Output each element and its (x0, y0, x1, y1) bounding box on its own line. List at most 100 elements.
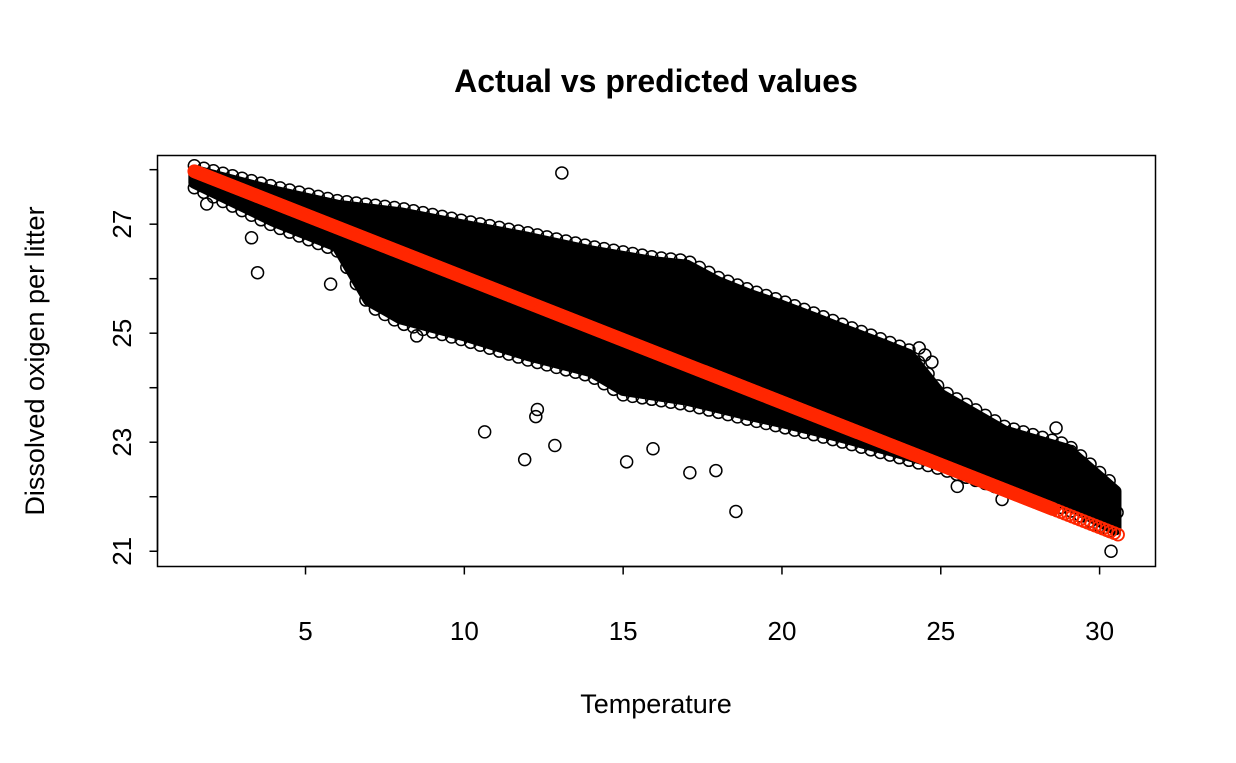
actual-point (444, 211, 459, 226)
actual-point (864, 328, 878, 342)
actual-point (548, 438, 562, 453)
actual-point (1076, 473, 1091, 488)
x-tick-label: 20 (768, 616, 797, 646)
actual-point (759, 416, 773, 431)
actual-point (1104, 544, 1118, 558)
actual-point (254, 176, 268, 190)
actual-point (349, 196, 364, 210)
actual-point (301, 187, 316, 202)
actual-point (435, 327, 449, 342)
actual-point (749, 285, 764, 299)
actual-point (282, 183, 297, 197)
actual-point (950, 479, 965, 494)
actual-point (930, 379, 945, 393)
actual-point (521, 226, 535, 240)
actual-point (511, 224, 526, 238)
actual-point (683, 465, 697, 480)
actual-point (775, 311, 789, 326)
actual-point (463, 215, 478, 229)
actual-point (250, 265, 265, 280)
x-tick-label: 15 (609, 616, 638, 646)
actual-point (425, 325, 440, 339)
actual-point (425, 207, 440, 222)
actual-point (463, 335, 478, 350)
actual-point (473, 338, 487, 353)
y-tick-label: 23 (107, 428, 137, 457)
actual-point (883, 335, 897, 350)
actual-point (330, 244, 345, 258)
actual-point (587, 240, 602, 254)
actual-point (1026, 427, 1040, 442)
actual-point (1016, 425, 1031, 439)
y-tick-label: 25 (107, 319, 137, 348)
actual-point (568, 365, 583, 380)
actual-point (530, 402, 545, 417)
actual-point (416, 205, 430, 220)
actual-point (473, 217, 487, 231)
actual-point (835, 317, 850, 331)
actual-point (559, 363, 573, 377)
plot-area (187, 159, 1125, 558)
actual-point (311, 236, 325, 251)
actual-point (664, 395, 678, 409)
actual-point (635, 391, 649, 405)
actual-point (1045, 433, 1059, 447)
actual-point (673, 253, 688, 267)
actual-point (568, 236, 583, 250)
actual-point (292, 185, 306, 199)
actual-point (740, 282, 754, 296)
actual-point (806, 427, 821, 442)
actual-point (1092, 465, 1107, 480)
actual-point (323, 277, 338, 291)
actual-point (787, 423, 802, 437)
actual-point (578, 367, 592, 382)
actual-point (397, 202, 411, 216)
actual-point (1013, 440, 1027, 455)
actual-point (409, 329, 424, 343)
x-axis-label: Temperature (580, 689, 732, 719)
actual-point (482, 218, 497, 233)
actual-point (925, 355, 939, 369)
actual-point (729, 504, 743, 519)
chart-title: Actual vs predicted values (454, 63, 858, 99)
actual-point (806, 306, 821, 320)
actual-point (997, 419, 1012, 434)
actual-point (549, 360, 564, 375)
actual-point (902, 343, 916, 357)
actual-point (854, 440, 869, 454)
actual-point (1035, 430, 1050, 445)
actual-point (721, 274, 735, 289)
actual-point (625, 389, 640, 404)
actual-point (711, 405, 726, 420)
actual-point (454, 213, 468, 227)
actual-point (616, 245, 630, 259)
actual-point (740, 412, 754, 426)
actual-point (635, 248, 649, 262)
actual-point (692, 401, 707, 415)
actual-point (733, 286, 747, 301)
actual-point (797, 425, 811, 440)
actual-point (517, 452, 532, 467)
actual-point (787, 298, 802, 313)
actual-point (311, 189, 325, 204)
actual-point (444, 330, 459, 344)
actual-point (540, 358, 554, 372)
actual-point (768, 292, 783, 306)
actual-point (502, 347, 516, 361)
actual-point (1083, 457, 1097, 471)
actual-point (616, 388, 630, 402)
actual-point (521, 353, 535, 367)
actual-point (559, 234, 573, 248)
actual-point (816, 309, 831, 324)
axes: 5 10 15 20 25 30 21 23 25 27 (107, 168, 1114, 646)
actual-point (529, 409, 543, 424)
actual-point (549, 232, 564, 246)
y-tick-label: 21 (107, 537, 137, 566)
actual-point (654, 251, 669, 265)
actual-point (282, 225, 297, 239)
actual-point (1110, 505, 1124, 520)
actual-point (321, 240, 335, 254)
actual-point (683, 398, 697, 413)
actual-point (673, 396, 688, 411)
